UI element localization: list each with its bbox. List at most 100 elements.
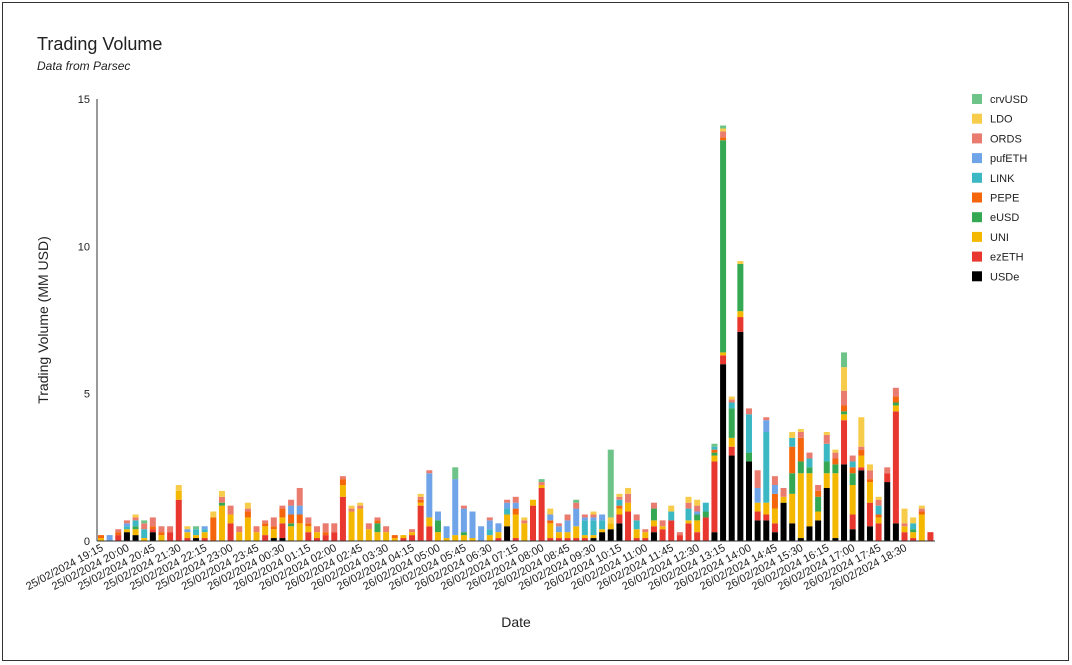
bar-segment	[538, 485, 545, 488]
bar-segment	[625, 487, 632, 494]
legend-label: ezETH	[990, 252, 1024, 264]
legend-swatch	[972, 153, 982, 164]
bar-segment	[650, 508, 657, 521]
bar-segment	[374, 520, 381, 524]
bar-segment	[132, 514, 139, 518]
bar-segment	[659, 529, 666, 541]
bar-segment	[279, 523, 286, 539]
bar-segment	[771, 523, 778, 533]
bar-segment	[426, 526, 433, 541]
bar-segment	[555, 526, 562, 533]
bar-segment	[866, 482, 873, 503]
bar-segment	[314, 526, 320, 533]
bar-segment	[668, 511, 675, 521]
bar-segment	[789, 431, 796, 438]
bar-segment	[409, 535, 416, 541]
bar-segment	[711, 449, 718, 453]
bar-segment	[270, 517, 277, 527]
bar-segment	[141, 538, 148, 541]
bar-segment	[918, 511, 925, 515]
bar-segment	[115, 535, 122, 541]
bar-segment	[452, 535, 459, 541]
bar-segment	[616, 508, 623, 515]
bar-segment	[357, 508, 364, 541]
bar-segment	[849, 473, 856, 486]
bar-segment	[763, 514, 770, 521]
bar-segment	[400, 535, 407, 539]
bar-segment	[495, 523, 502, 533]
bar-segment	[737, 264, 744, 312]
bar-segment	[253, 526, 260, 533]
bar-segment	[633, 520, 640, 530]
bar-segment	[849, 529, 856, 541]
bar-segment	[590, 514, 597, 518]
bar-segment	[754, 511, 761, 521]
bar-segment	[737, 317, 744, 332]
bar-segment	[305, 526, 312, 533]
bar-segment	[538, 479, 545, 483]
bar-segment	[573, 499, 580, 503]
bar-segment	[132, 517, 139, 521]
y-axis-title: Trading Volume (MM USD)	[35, 236, 51, 404]
bar-segment	[625, 493, 632, 503]
bar-segment	[279, 508, 286, 518]
bar-segment	[771, 532, 778, 541]
bar-segment	[771, 508, 778, 524]
bar-segment	[806, 467, 813, 474]
bar-segment	[685, 508, 692, 521]
bar-segment	[910, 532, 917, 539]
bar-segment	[288, 514, 295, 524]
bar-segment	[452, 467, 459, 480]
bar-segment	[728, 399, 735, 403]
bar-segment	[849, 485, 856, 515]
bar-segment	[607, 523, 614, 530]
bar-segment	[486, 535, 493, 541]
bar-segment	[780, 496, 787, 503]
bar-segment	[547, 514, 554, 521]
bar-segment	[849, 461, 856, 468]
bar-segment	[305, 517, 312, 524]
bar-segment	[193, 526, 200, 530]
bar-segment	[918, 508, 925, 512]
bar-segment	[158, 526, 165, 533]
bar-segment	[720, 125, 727, 129]
bar-segment	[434, 532, 441, 541]
bar-segment	[754, 470, 761, 488]
bar-segment	[590, 535, 597, 539]
bar-segment	[426, 473, 433, 518]
bar-segment	[443, 538, 450, 541]
bar-segment	[668, 505, 675, 512]
bar-segment	[763, 420, 770, 432]
bar-segment	[426, 517, 433, 527]
bar-segment	[694, 520, 701, 533]
bar-segment	[288, 505, 295, 515]
bar-segment	[599, 532, 606, 541]
bar-segment	[460, 535, 467, 541]
bar-segment	[279, 505, 286, 509]
bar-segment	[728, 437, 735, 447]
bar-segment	[201, 526, 208, 530]
bar-segment	[98, 538, 104, 541]
bar-segment	[288, 523, 295, 527]
bar-segment	[841, 464, 848, 541]
bar-segment	[348, 511, 355, 541]
legend-swatch	[972, 271, 982, 282]
bar-segment	[858, 417, 865, 447]
bar-segment	[218, 505, 225, 541]
bar-segment	[530, 499, 536, 506]
bar-segment	[884, 473, 891, 483]
legend-swatch	[972, 231, 982, 242]
legend-swatch	[972, 192, 982, 203]
bar-segment	[331, 523, 338, 533]
bar-segment	[685, 523, 692, 541]
bar-segment	[633, 529, 640, 539]
bar-segment	[806, 473, 813, 527]
bar-segment	[512, 538, 519, 541]
bar-segment	[616, 493, 623, 497]
bar-segment	[702, 517, 709, 541]
bar-segment	[383, 532, 390, 541]
bar-segment	[149, 529, 156, 533]
bar-segment	[132, 535, 139, 541]
bar-segment	[910, 523, 917, 530]
bar-segment	[573, 538, 580, 541]
